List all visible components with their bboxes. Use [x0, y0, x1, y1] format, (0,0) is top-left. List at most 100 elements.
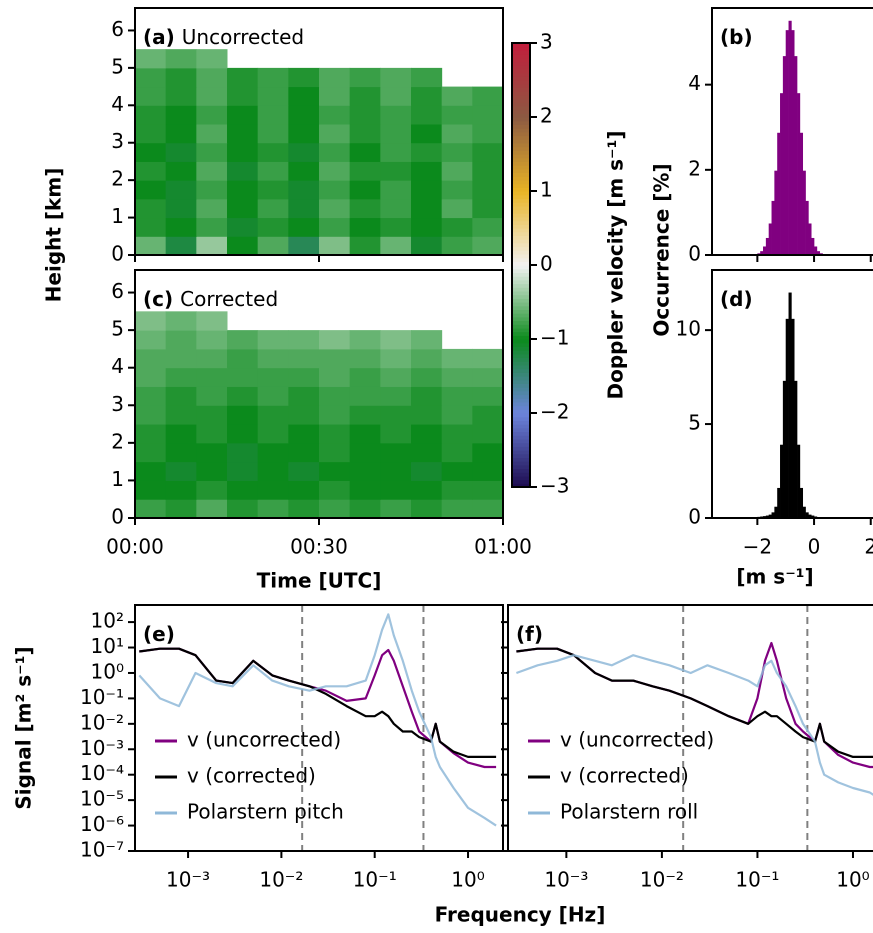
colorbar-slice [512, 387, 530, 392]
heatmap-cell [165, 461, 197, 481]
histogram-bar [788, 20, 792, 255]
heatmap-cell [472, 480, 504, 500]
heatmap-cell [165, 311, 197, 331]
heatmap-cell [319, 142, 351, 162]
axes-frame [711, 7, 873, 256]
heatmap-cell [349, 142, 381, 162]
heatmap-cell [319, 386, 351, 406]
heatmap-cell [349, 480, 381, 500]
heatmap-cell [227, 405, 259, 425]
heatmap-cell [257, 67, 289, 88]
heatmap-cell [227, 86, 259, 106]
heatmap-cell [349, 67, 381, 88]
colorbar-slice [512, 450, 530, 455]
heatmap-cell [196, 180, 228, 200]
colorbar-slice [512, 87, 530, 92]
heatmap-cell [257, 124, 289, 144]
colorbar-slice [512, 294, 530, 299]
heatmap-cell [411, 198, 443, 219]
heatmap-cell [441, 86, 473, 106]
y-axis-label: Height [km] [42, 168, 66, 303]
heatmap-cell [319, 180, 351, 200]
heatmap-cell [380, 67, 412, 88]
colorbar-tick-label: 2 [540, 104, 553, 128]
colorbar-slice [512, 435, 530, 440]
heatmap-cell [411, 367, 443, 387]
heatmap-cell [135, 105, 167, 125]
y-tick-label: 1 [111, 467, 124, 491]
colorbar-slice [512, 357, 530, 362]
heatmap-cell [165, 161, 197, 181]
colorbar-slice [512, 142, 530, 148]
colorbar-slice [512, 257, 530, 262]
histogram-bar [774, 506, 778, 518]
heatmap-cell [441, 236, 473, 256]
histogram-bar [802, 506, 806, 518]
legend-label: v (uncorrected) [560, 728, 714, 752]
heatmap-cell [135, 49, 167, 69]
heatmap-cell [288, 424, 320, 444]
heatmap-cell [472, 105, 504, 125]
colorbar-slice [512, 475, 530, 481]
axes-frame [134, 604, 504, 852]
histogram-bar [791, 318, 795, 518]
colorbar-slice [512, 279, 530, 285]
heatmap-cell [411, 67, 443, 88]
colorbar-slice [512, 161, 530, 166]
y-tick-label: 4 [111, 92, 124, 116]
heatmap-cell [472, 499, 504, 519]
y-tick-label: 3 [111, 129, 124, 153]
heatmap-cell [319, 367, 351, 387]
heatmap-cell [380, 180, 412, 200]
colorbar-slice [512, 91, 530, 96]
heatmap-cell [288, 161, 320, 181]
heatmap-cell [165, 348, 197, 369]
heatmap-cell [288, 105, 320, 125]
heatmap-cell [135, 367, 167, 387]
panel-letter: (c) [143, 287, 173, 311]
colorbar-slice [512, 468, 530, 473]
colorbar-slice [512, 401, 530, 407]
colorbar-slice [512, 472, 530, 477]
y-tick-label: 1 [111, 204, 124, 228]
colorbar-slice [512, 231, 530, 236]
heatmap-cell [441, 198, 473, 219]
heatmap-cell [411, 217, 443, 237]
heatmap-cell [196, 348, 228, 369]
heatmap-cell [411, 442, 443, 463]
heatmap-cell [441, 424, 473, 444]
heatmap-cell [196, 142, 228, 162]
colorbar-slice [512, 250, 530, 255]
colorbar-slice [512, 420, 530, 425]
x-tick-label: 0 [808, 535, 821, 559]
colorbar-slice [512, 179, 530, 185]
x-tick-label: 00:30 [290, 535, 348, 559]
y-tick-label: 10 [676, 317, 701, 341]
colorbar-slice [512, 342, 530, 347]
heatmap-cell [380, 142, 412, 162]
heatmap-cell [135, 480, 167, 500]
panel-letter: (e) [143, 622, 175, 646]
histogram-bar [782, 56, 787, 256]
legend-label: v (corrected) [560, 764, 689, 788]
heatmap-cell [196, 499, 228, 519]
heatmap-cell [165, 367, 197, 387]
y-tick-label: 10⁻⁷ [80, 838, 124, 862]
y-tick-label: 10⁻¹ [80, 685, 124, 709]
colorbar-slice [512, 268, 530, 273]
x-tick-label: 01:00 [474, 535, 532, 559]
heatmap-cell [196, 405, 228, 425]
heatmap-cell [349, 386, 381, 406]
heatmap-cell [196, 105, 228, 125]
heatmap-cell [165, 236, 197, 256]
series-line [139, 647, 497, 758]
heatmap-cell [441, 386, 473, 406]
colorbar-slice [512, 324, 530, 329]
colorbar-slice [512, 424, 530, 429]
colorbar-slice [512, 94, 530, 100]
colorbar-label: Doppler velocity [m s⁻¹] [604, 131, 628, 400]
histogram-bar [797, 93, 801, 255]
heatmap-cell [165, 124, 197, 144]
heatmap-cell [349, 499, 381, 519]
x-tick-label: 2 [864, 535, 873, 559]
